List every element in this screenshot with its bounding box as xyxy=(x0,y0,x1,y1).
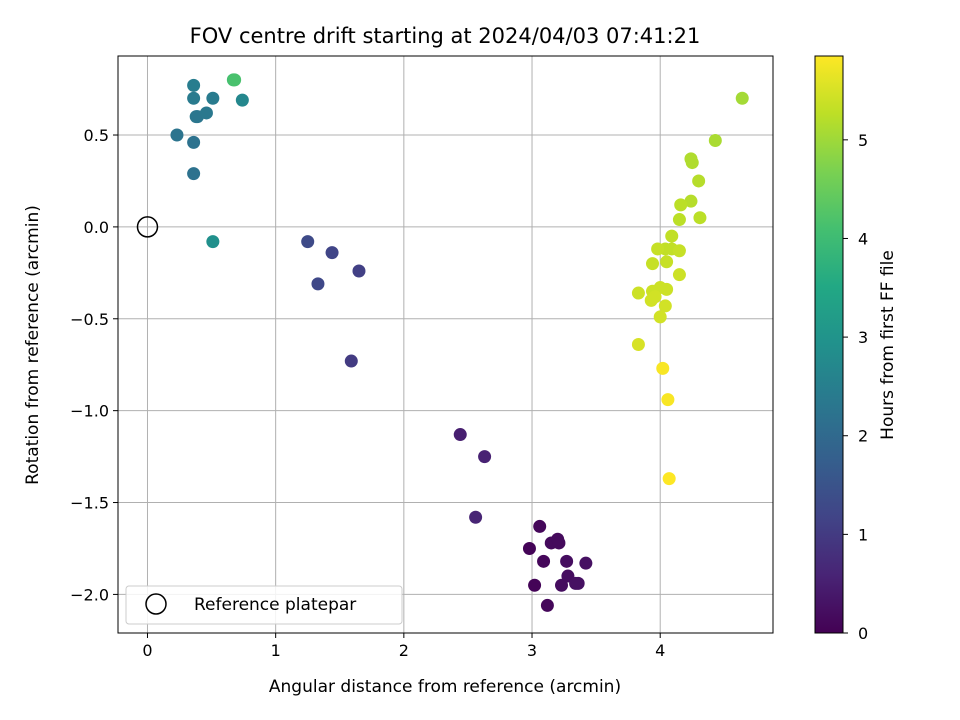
data-point xyxy=(478,450,492,464)
colorbar-tick-label: 1 xyxy=(858,525,868,544)
data-point xyxy=(311,277,325,291)
x-axis-ticks: 0 1 2 3 4 xyxy=(142,633,665,660)
data-point xyxy=(661,393,675,407)
data-point xyxy=(660,255,674,269)
data-point xyxy=(528,578,542,592)
grid xyxy=(118,56,773,633)
colorbar-label: Hours from first FF file xyxy=(878,250,898,440)
colorbar-ticks: 0 1 2 3 4 5 xyxy=(843,131,868,643)
data-point xyxy=(453,428,467,442)
data-point xyxy=(631,338,645,351)
legend-box xyxy=(125,585,403,625)
chart-title: FOV centre drift starting at 2024/04/03 … xyxy=(190,24,701,48)
y-tick-label: 0.5 xyxy=(84,126,109,145)
data-point xyxy=(684,194,698,208)
data-point xyxy=(672,213,686,227)
data-point xyxy=(522,541,536,555)
legend-label: Reference platepar xyxy=(194,595,356,615)
colorbar-tick-label: 2 xyxy=(858,427,868,446)
data-point xyxy=(656,361,670,375)
data-point xyxy=(533,519,547,533)
y-tick-label: −1.0 xyxy=(70,402,109,421)
x-axis-label: Angular distance from reference (arcmin) xyxy=(269,677,621,697)
data-point xyxy=(206,235,220,249)
x-tick-label: 1 xyxy=(271,641,281,660)
data-point xyxy=(631,286,645,300)
legend-marker xyxy=(145,593,167,615)
x-tick-label: 0 xyxy=(142,641,152,660)
data-point xyxy=(206,91,220,105)
y-tick-label: −2.0 xyxy=(70,585,109,604)
colorbar-tick-label: 0 xyxy=(858,624,868,643)
x-tick-label: 2 xyxy=(399,641,409,660)
data-point xyxy=(571,576,585,590)
data-point xyxy=(685,156,699,170)
y-tick-label: −1.5 xyxy=(70,494,109,513)
colorbar xyxy=(814,55,844,634)
data-point xyxy=(540,598,554,612)
legend: Reference platepar xyxy=(125,585,403,625)
data-point xyxy=(352,264,366,278)
x-tick-label: 3 xyxy=(527,641,537,660)
data-point xyxy=(560,554,574,568)
data-point xyxy=(187,91,201,105)
data-point xyxy=(537,554,551,568)
y-tick-label: −0.5 xyxy=(70,310,109,329)
data-point xyxy=(187,78,201,92)
data-point xyxy=(187,167,201,181)
data-point xyxy=(325,246,339,260)
data-point xyxy=(735,91,749,105)
y-axis-ticks: 0.5 0.0 −0.5 −1.0 −1.5 −2.0 xyxy=(70,126,118,604)
data-point xyxy=(708,134,722,148)
data-point xyxy=(660,282,674,296)
data-point xyxy=(644,293,658,307)
y-tick-label: 0.0 xyxy=(84,218,109,237)
data-point xyxy=(672,244,686,258)
colorbar-tick-label: 5 xyxy=(858,131,868,150)
data-point xyxy=(170,128,184,142)
data-point xyxy=(672,268,686,282)
data-point xyxy=(653,310,667,324)
data-point xyxy=(665,229,679,243)
data-point xyxy=(662,472,676,486)
y-axis-label: Rotation from reference (arcmin) xyxy=(23,205,43,485)
data-point xyxy=(692,174,706,188)
data-point xyxy=(658,299,672,313)
data-point xyxy=(301,235,315,249)
data-point xyxy=(344,354,358,368)
x-tick-label: 4 xyxy=(655,641,665,660)
data-point xyxy=(674,198,688,212)
plot-frame xyxy=(117,55,774,634)
data-point xyxy=(651,242,665,256)
data-point xyxy=(469,510,483,524)
data-point xyxy=(555,578,569,592)
data-point xyxy=(693,211,707,225)
data-point xyxy=(579,556,593,570)
reference-point xyxy=(136,216,159,238)
data-point xyxy=(228,73,242,87)
data-points xyxy=(136,73,749,612)
data-point xyxy=(552,536,566,550)
data-point xyxy=(646,257,660,271)
colorbar-tick-label: 3 xyxy=(858,328,868,347)
colorbar-tick-label: 4 xyxy=(858,229,868,248)
data-point xyxy=(199,106,213,120)
data-point xyxy=(235,93,249,107)
data-point xyxy=(187,135,201,149)
